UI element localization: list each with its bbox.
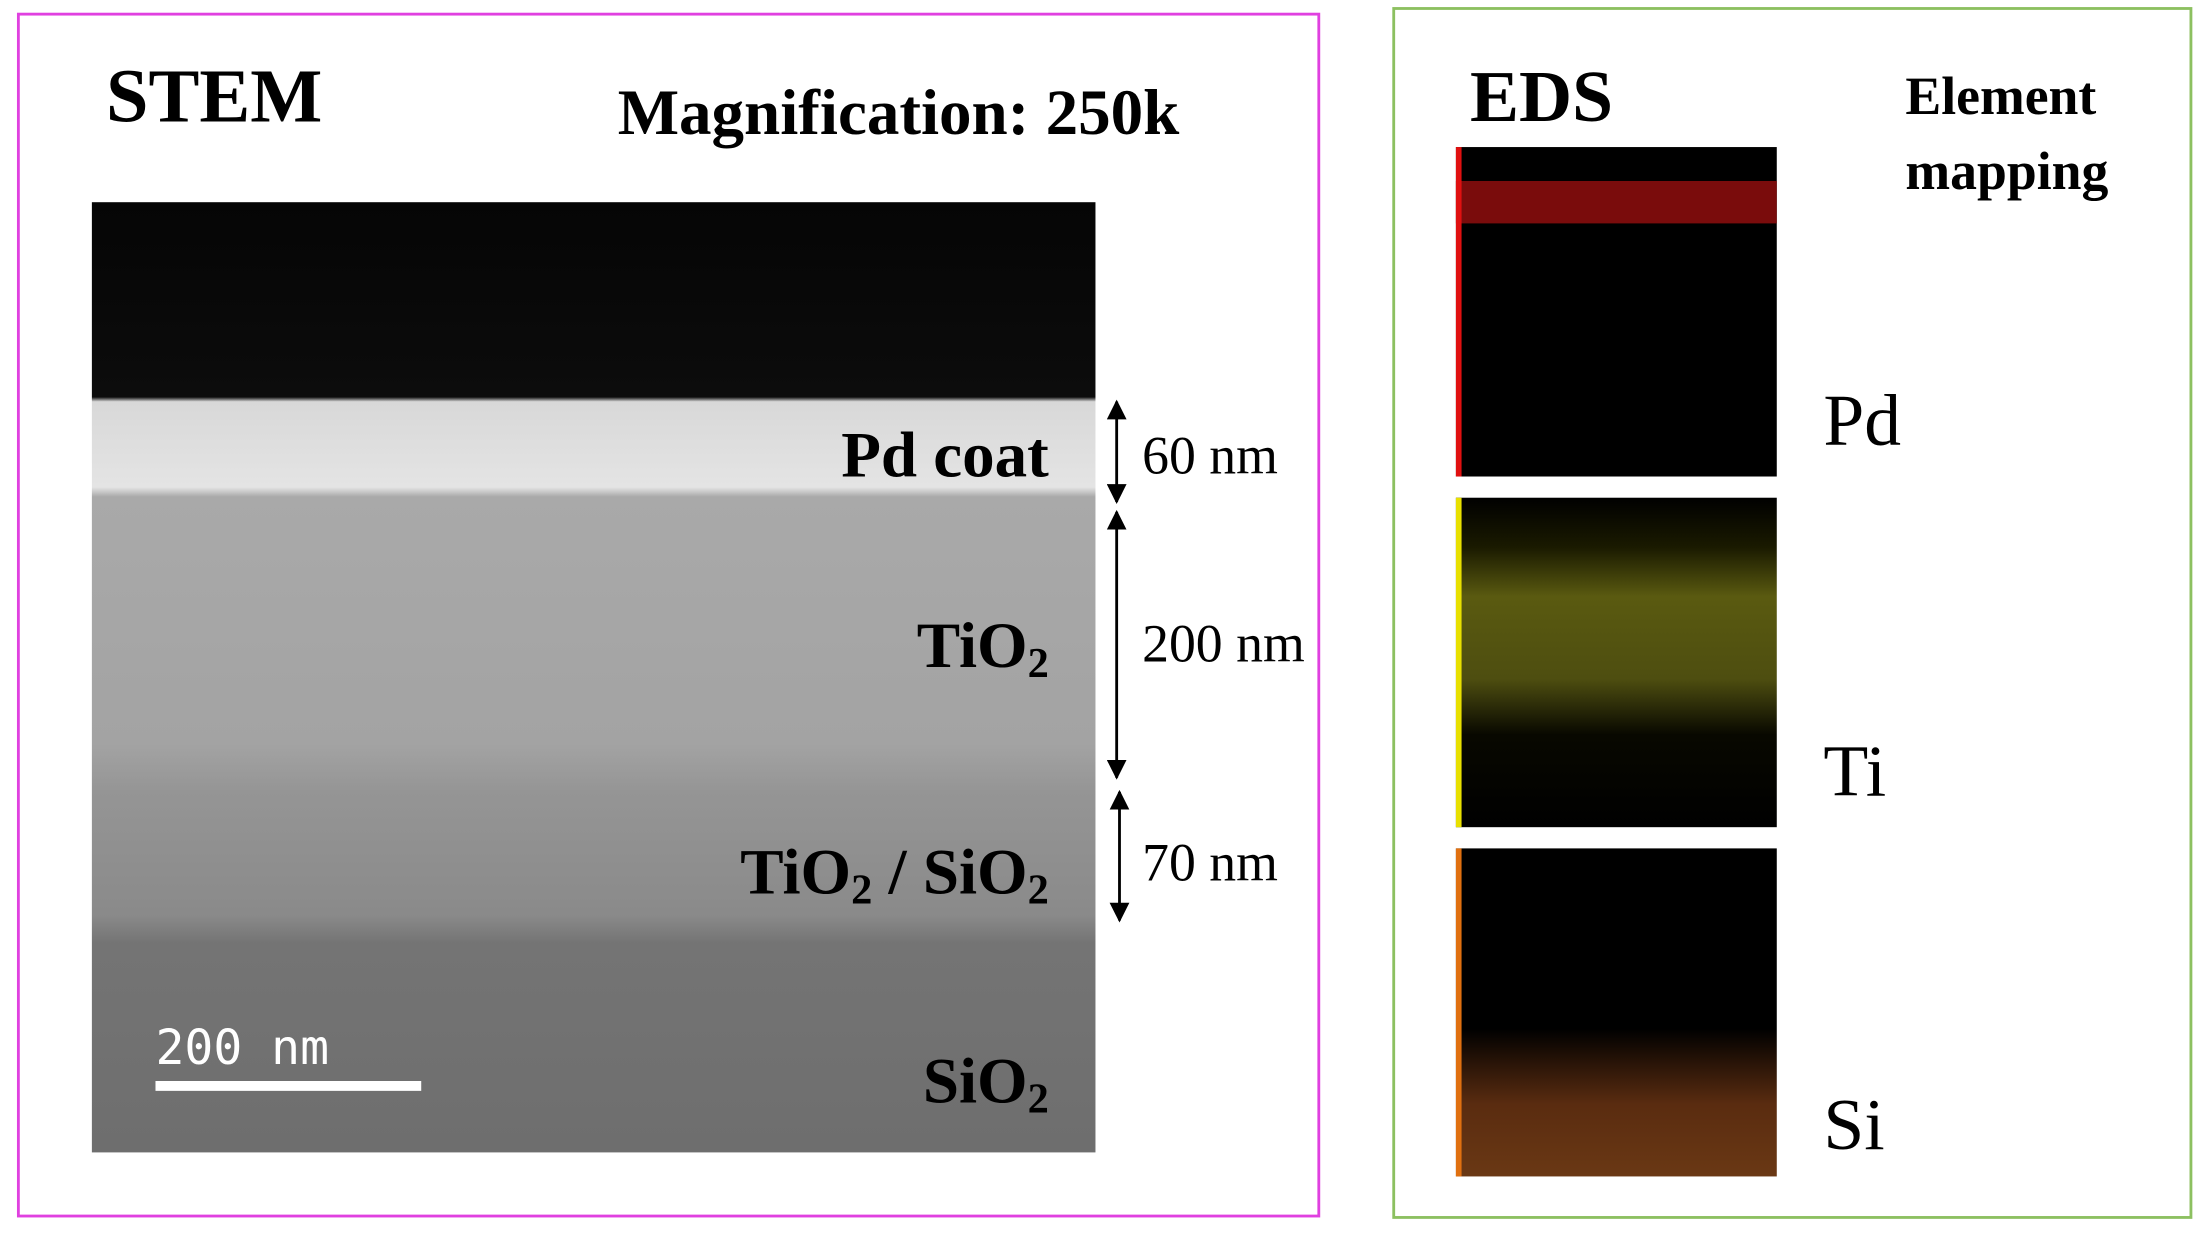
- subscript: 2: [1028, 866, 1049, 913]
- element-label: Si: [1823, 1083, 1884, 1165]
- layer-label: TiO2: [917, 610, 1049, 686]
- si-map: [1455, 848, 1777, 1177]
- label-part: / SiO: [872, 836, 1027, 908]
- layer-label: Pd coat: [841, 419, 1049, 491]
- eds-frame: [1392, 7, 2193, 1219]
- stem-title: STEM: [106, 54, 322, 139]
- ti-map: [1455, 497, 1777, 828]
- eds-title: EDS: [1470, 55, 1613, 137]
- element-label: Pd: [1823, 379, 1901, 461]
- pd-map: [1455, 147, 1777, 477]
- scale-bar-label: 200 nm: [155, 1020, 329, 1076]
- layer-label: TiO2 / SiO2: [740, 836, 1049, 912]
- label-part: TiO: [740, 836, 851, 908]
- eds-subtitle: mapping: [1905, 141, 2108, 201]
- eds-subtitle: Element: [1905, 66, 2096, 126]
- thickness-label: 70 nm: [1142, 833, 1278, 893]
- magnification: Magnification: 250k: [618, 77, 1180, 149]
- label-part: TiO: [917, 610, 1028, 682]
- label-part: Pd coat: [841, 419, 1049, 491]
- label-part: SiO: [923, 1046, 1028, 1118]
- stem-frame: [16, 12, 1321, 1218]
- subscript: 2: [1028, 640, 1049, 687]
- thickness-label: 200 nm: [1142, 613, 1305, 673]
- stem-image: [91, 202, 1096, 1153]
- subscript: 2: [1028, 1075, 1049, 1122]
- thickness-label: 60 nm: [1142, 425, 1278, 485]
- layer-label: SiO2: [923, 1046, 1049, 1122]
- element-label: Ti: [1823, 730, 1886, 812]
- subscript: 2: [851, 866, 872, 913]
